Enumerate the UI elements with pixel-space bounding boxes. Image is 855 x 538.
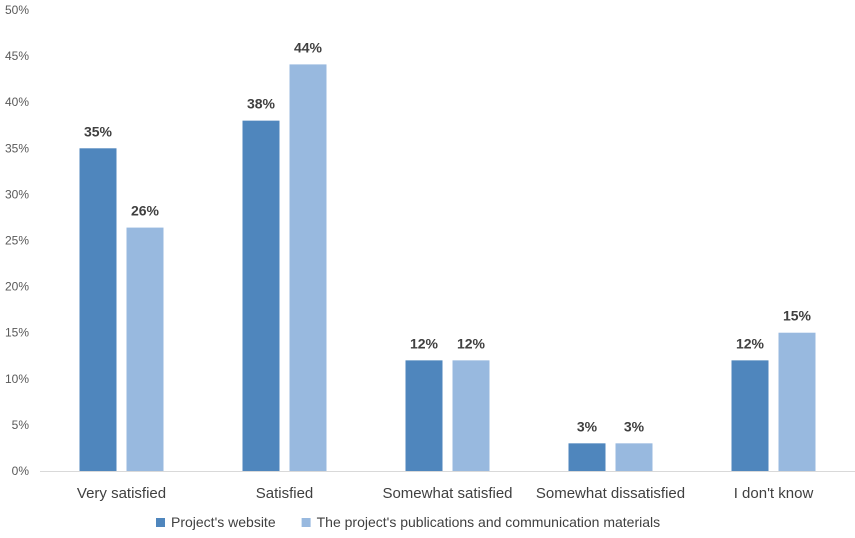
y-tick-label: 45% xyxy=(5,49,29,63)
data-label: 12% xyxy=(410,335,439,351)
category-label: Somewhat satisfied xyxy=(382,485,512,502)
data-label: 15% xyxy=(783,308,812,324)
y-tick-label: 15% xyxy=(5,326,29,340)
bar-website-0 xyxy=(79,148,117,472)
y-tick-label: 35% xyxy=(5,141,29,155)
bar-publications-3 xyxy=(615,443,653,471)
legend: Project's website The project's publicati… xyxy=(156,514,660,530)
y-axis: 0% 5% 10% 15% 20% 25% 30% 35% 40% 45% 50% xyxy=(5,3,29,478)
y-tick-label: 20% xyxy=(5,280,29,294)
data-label: 12% xyxy=(736,335,765,351)
legend-label: The project's publications and communica… xyxy=(317,514,661,530)
data-label: 3% xyxy=(624,418,645,434)
data-label: 12% xyxy=(457,335,486,351)
y-tick-label: 0% xyxy=(12,464,30,478)
legend-label: Project's website xyxy=(171,514,276,530)
data-label: 38% xyxy=(247,96,276,112)
y-tick-label: 50% xyxy=(5,3,29,17)
bar-publications-0 xyxy=(126,227,164,471)
category-label: Satisfied xyxy=(256,485,314,502)
bar-website-2 xyxy=(405,360,443,471)
data-label: 26% xyxy=(131,203,160,219)
data-labels: 35% 26% 38% 44% 12% 12% 3% 3% 12% 15% xyxy=(84,39,812,434)
category-label: Somewhat dissatisfied xyxy=(536,485,685,502)
bar-publications-1 xyxy=(289,64,327,471)
y-tick-label: 10% xyxy=(5,372,29,386)
bar-website-1 xyxy=(242,120,280,471)
legend-swatch xyxy=(156,518,165,527)
category-label: I don't know xyxy=(734,485,814,502)
data-label: 44% xyxy=(294,39,323,55)
legend-swatch xyxy=(301,518,311,527)
y-tick-label: 30% xyxy=(5,187,29,201)
bar-publications-2 xyxy=(452,360,490,471)
data-label: 35% xyxy=(84,123,113,139)
y-tick-label: 5% xyxy=(12,418,30,432)
bar-website-3 xyxy=(568,443,606,471)
category-label: Very satisfied xyxy=(77,485,166,502)
y-tick-label: 25% xyxy=(5,234,29,248)
data-label: 3% xyxy=(577,418,598,434)
y-tick-label: 40% xyxy=(5,95,29,109)
bars xyxy=(79,64,816,472)
bar-website-4 xyxy=(731,360,769,471)
bar-publications-4 xyxy=(778,332,816,471)
category-labels: Very satisfied Satisfied Somewhat satisfie… xyxy=(77,485,814,502)
